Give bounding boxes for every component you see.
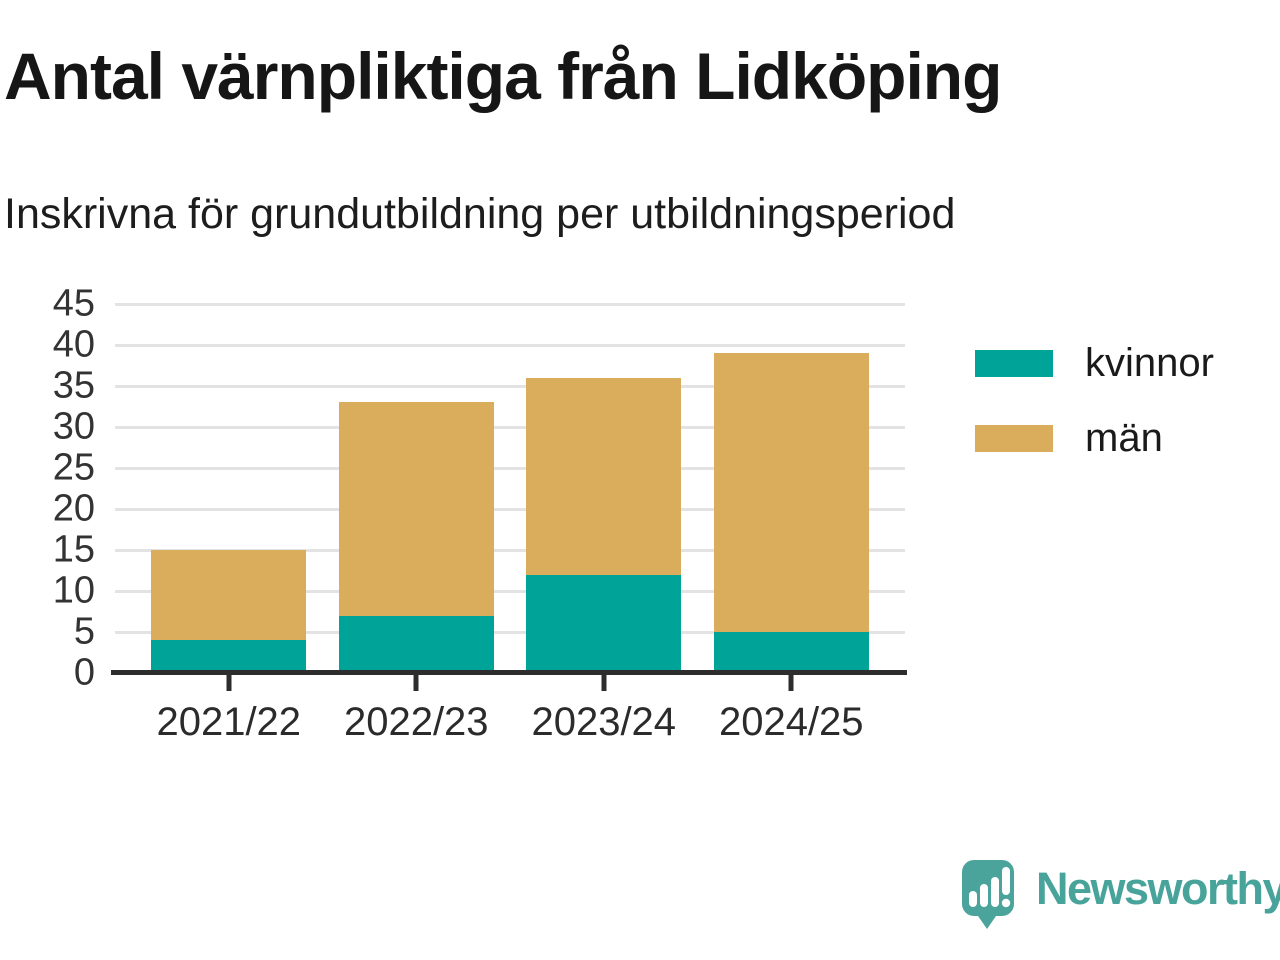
x-tick-label-2021/22: 2021/22	[156, 700, 302, 744]
y-tick-label-5: 5	[73, 610, 95, 653]
newsworthy-logo-icon	[962, 860, 1014, 929]
legend-item-kvinnor: kvinnor	[975, 341, 1214, 386]
legend: kvinnor män	[975, 341, 1214, 491]
gridline-y-5	[115, 630, 905, 634]
y-tick-label-10: 10	[52, 569, 95, 612]
x-tick-2024/25	[788, 675, 794, 691]
y-tick-label-35: 35	[52, 364, 95, 407]
y-tick-label-30: 30	[52, 405, 95, 448]
gridline-y-45	[115, 302, 905, 306]
legend-label-kvinnor: kvinnor	[1085, 341, 1214, 385]
x-axis-line	[111, 670, 907, 675]
y-tick-label-45: 45	[52, 282, 95, 325]
x-tick-label-2023/24: 2023/24	[531, 700, 677, 744]
bar-segment-2023/24-kvinnor	[526, 574, 682, 673]
bar-2024/25	[713, 353, 869, 673]
brand-footer: Newsworthy	[962, 860, 1280, 930]
bar-segment-2024/25-kvinnor	[713, 632, 869, 673]
gridline-y-25	[115, 466, 905, 470]
bar-segment-2023/24-män	[526, 377, 682, 575]
gridline-y-15	[115, 548, 905, 552]
bar-2022/23	[338, 402, 494, 673]
gridline-y-30	[115, 425, 905, 429]
x-tick-2022/23	[413, 675, 419, 691]
y-tick-label-25: 25	[52, 446, 95, 489]
y-tick-label-20: 20	[52, 487, 95, 530]
legend-swatch-kvinnor	[975, 350, 1053, 377]
x-tick-label-2024/25: 2024/25	[718, 700, 864, 744]
brand-name: Newsworthy	[1036, 863, 1280, 914]
bar-2023/24	[526, 377, 682, 673]
bar-2021/22	[151, 550, 307, 673]
bar-segment-2021/22-män	[151, 550, 307, 641]
x-tick-label-2022/23: 2022/23	[343, 700, 489, 744]
y-tick-label-40: 40	[52, 323, 95, 366]
gridline-y-10	[115, 589, 905, 593]
y-tick-label-15: 15	[52, 528, 95, 571]
bar-segment-2024/25-män	[713, 353, 869, 632]
y-tick-label-0: 0	[73, 651, 95, 694]
x-tick-2021/22	[226, 675, 232, 691]
x-tick-2023/24	[601, 675, 607, 691]
bar-segment-2022/23-kvinnor	[338, 615, 494, 673]
chart-subtitle: Inskrivna för grundutbildning per utbild…	[4, 190, 956, 238]
gridline-y-20	[115, 507, 905, 511]
bar-segment-2022/23-män	[338, 402, 494, 616]
legend-item-män: män	[975, 416, 1214, 461]
bar-segment-2021/22-kvinnor	[151, 640, 307, 673]
gridline-y-40	[115, 343, 905, 347]
legend-swatch-män	[975, 425, 1053, 452]
legend-label-män: män	[1085, 416, 1163, 460]
plot-area: 0 5 10 15 20 25 30 35 40 45 2021/22 2022/23 2023/24 2…	[53, 283, 907, 744]
gridline-y-35	[115, 384, 905, 388]
chart-title: Antal värnpliktiga från Lidköping	[4, 39, 1002, 113]
